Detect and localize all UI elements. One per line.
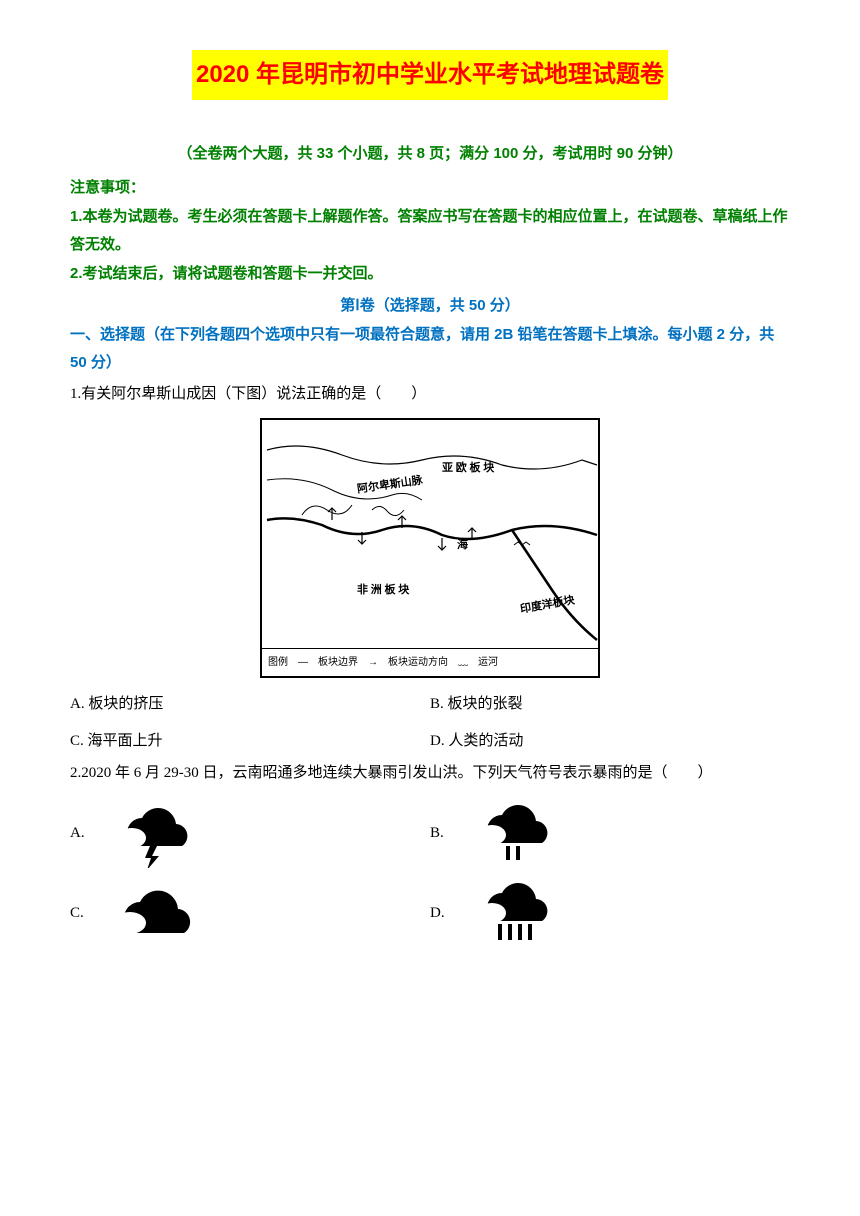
q1-option-a: A. 板块的挤压	[70, 690, 430, 719]
thunderstorm-icon	[102, 798, 202, 868]
q1-option-d: D. 人类的活动	[430, 727, 790, 756]
legend-boundary-icon: —	[298, 653, 308, 672]
q1-options-row1: A. 板块的挤压 B. 板块的张裂	[70, 688, 790, 719]
map-label-sea: 海	[457, 535, 468, 556]
section-instruction: 一、选择题（在下列各题四个选项中只有一项最符合题意，请用 2B 铅笔在答题卡上填…	[70, 321, 790, 378]
map-label-africa: 非 洲 板 块	[357, 580, 409, 601]
q1-option-c: C. 海平面上升	[70, 727, 430, 756]
notice-heading: 注意事项：	[70, 174, 790, 203]
q2-options-row1: A. B.	[70, 798, 790, 868]
legend-title: 图例	[268, 653, 288, 672]
overcast-icon	[102, 878, 202, 948]
legend-canal: 运河	[478, 653, 498, 672]
heavy-rain-icon	[462, 878, 562, 948]
question-2-text: 2.2020 年 6 月 29-30 日，云南昭通多地连续大暴雨引发山洪。下列天…	[70, 759, 790, 788]
q2-option-b: B.	[430, 819, 448, 848]
q2-option-a: A.	[70, 819, 88, 848]
map-svg	[262, 420, 602, 652]
legend-motion-icon: →	[368, 653, 378, 672]
plate-map: 亚 欧 板 块 阿尔卑斯山脉 海 非 洲 板 块 印度洋板块 图例 — 板块边界…	[260, 418, 600, 678]
notice-1: 1.本卷为试题卷。考生必须在答题卡上解题作答。答案应书写在答题卡的相应位置上，在…	[70, 203, 790, 260]
section-title: 第Ⅰ卷（选择题，共 50 分）	[70, 292, 790, 321]
legend-motion: 板块运动方向	[388, 653, 448, 672]
legend-boundary: 板块边界	[318, 653, 358, 672]
title-container: 2020 年昆明市初中学业水平考试地理试题卷	[70, 50, 790, 100]
q2-option-d-wrap: D.	[430, 878, 790, 948]
map-label-eurasia: 亚 欧 板 块	[442, 458, 494, 479]
q2-options-row2: C. D.	[70, 878, 790, 948]
map-legend: 图例 — 板块边界 → 板块运动方向 ﹏ 运河	[262, 648, 598, 676]
q1-options-row2: C. 海平面上升 D. 人类的活动	[70, 725, 790, 756]
notice-2: 2.考试结束后，请将试题卷和答题卡一并交回。	[70, 260, 790, 289]
exam-title: 2020 年昆明市初中学业水平考试地理试题卷	[192, 50, 668, 100]
question-1-text: 1.有关阿尔卑斯山成因（下图）说法正确的是（ ）	[70, 380, 790, 409]
q1-option-b: B. 板块的张裂	[430, 690, 790, 719]
moderate-rain-icon	[462, 798, 562, 868]
exam-info: （全卷两个大题，共 33 个小题，共 8 页；满分 100 分，考试用时 90 …	[70, 140, 790, 169]
q2-option-d: D.	[430, 899, 448, 928]
q2-option-c: C.	[70, 899, 88, 928]
q2-option-a-wrap: A.	[70, 798, 430, 868]
q2-option-b-wrap: B.	[430, 798, 790, 868]
map-figure: 亚 欧 板 块 阿尔卑斯山脉 海 非 洲 板 块 印度洋板块 图例 — 板块边界…	[70, 418, 790, 678]
q2-option-c-wrap: C.	[70, 878, 430, 948]
legend-canal-icon: ﹏	[458, 653, 468, 672]
